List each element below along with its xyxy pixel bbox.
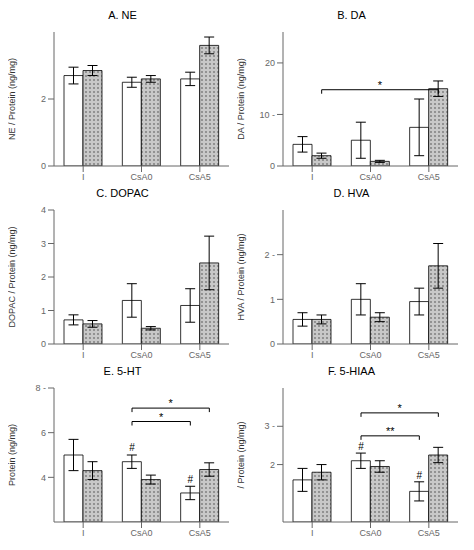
html-text:B. DA: B. DA [337, 9, 366, 21]
svg-text:CsA0: CsA0 [130, 528, 152, 538]
svg-text:10 -: 10 - [259, 110, 275, 120]
svg-text:Protein (ng/mg): Protein (ng/mg) [8, 424, 17, 486]
svg-text:CsA5: CsA5 [189, 350, 211, 360]
svg-text:I: I [311, 528, 314, 538]
svg-text:3: 3 [41, 239, 46, 249]
svg-text:CsA0: CsA0 [130, 350, 152, 360]
svg-text:CsA0: CsA0 [359, 528, 381, 538]
svg-text:I: I [311, 172, 314, 182]
svg-text:/ Protein (ng/mg): / Protein (ng/mg) [237, 421, 246, 488]
svg-text:CsA0: CsA0 [359, 172, 381, 182]
svg-text:#: # [358, 441, 364, 452]
svg-text:CsA0: CsA0 [130, 172, 152, 182]
svg-text:#: # [188, 474, 194, 485]
svg-text:HVA / Protein (ng/mg): HVA / Protein (ng/mg) [237, 234, 246, 321]
svg-text:*: * [169, 397, 174, 409]
svg-text:I: I [82, 350, 85, 360]
html-text:D. HVA: D. HVA [333, 187, 370, 199]
svg-text:CsA0: CsA0 [359, 350, 381, 360]
svg-text:1: 1 [270, 295, 275, 305]
svg-text:CsA5: CsA5 [418, 528, 440, 538]
svg-text:4: 4 [41, 473, 46, 483]
svg-text:CsA5: CsA5 [189, 528, 211, 538]
svg-text:2: 2 [270, 460, 275, 470]
svg-text:I: I [82, 172, 85, 182]
svg-text:2: 2 [41, 272, 46, 282]
svg-text:0: 0 [41, 161, 46, 171]
svg-text:20: 20 [265, 58, 275, 68]
svg-text:**: ** [386, 425, 395, 437]
svg-text:*: * [398, 402, 403, 414]
svg-text:*: * [378, 79, 383, 91]
svg-text:0: 0 [270, 339, 275, 349]
svg-text:DA / Protein (ng/mg): DA / Protein (ng/mg) [237, 58, 246, 140]
svg-text:CsA5: CsA5 [418, 350, 440, 360]
svg-text:DOPAC / Protein (ng/mg): DOPAC / Protein (ng/mg) [8, 227, 17, 328]
svg-text:0: 0 [270, 161, 275, 171]
svg-text:NE / Protein (ng/mg): NE / Protein (ng/mg) [8, 58, 17, 140]
svg-text:1: 1 [41, 306, 46, 316]
svg-text:I: I [82, 528, 85, 538]
svg-text:CsA5: CsA5 [418, 172, 440, 182]
svg-text:6: 6 [41, 428, 46, 438]
html-text:E. 5-HT: E. 5-HT [103, 365, 142, 377]
svg-text:8 -: 8 - [35, 383, 46, 393]
svg-text:I: I [311, 350, 314, 360]
svg-text:#: # [129, 442, 135, 453]
svg-text:3 -: 3 - [264, 421, 275, 431]
svg-text:#: # [417, 470, 423, 481]
svg-text:4: 4 [41, 205, 46, 215]
svg-text:2: 2 [41, 94, 46, 104]
svg-text:CsA5: CsA5 [189, 172, 211, 182]
svg-text:*: * [159, 411, 164, 423]
svg-text:2 -: 2 - [264, 250, 275, 260]
html-text:A. NE: A. NE [108, 9, 137, 21]
svg-text:0: 0 [41, 339, 46, 349]
html-text:C. DOPAC: C. DOPAC [96, 187, 149, 199]
html-text:F. 5-HIAA: F. 5-HIAA [328, 365, 375, 377]
